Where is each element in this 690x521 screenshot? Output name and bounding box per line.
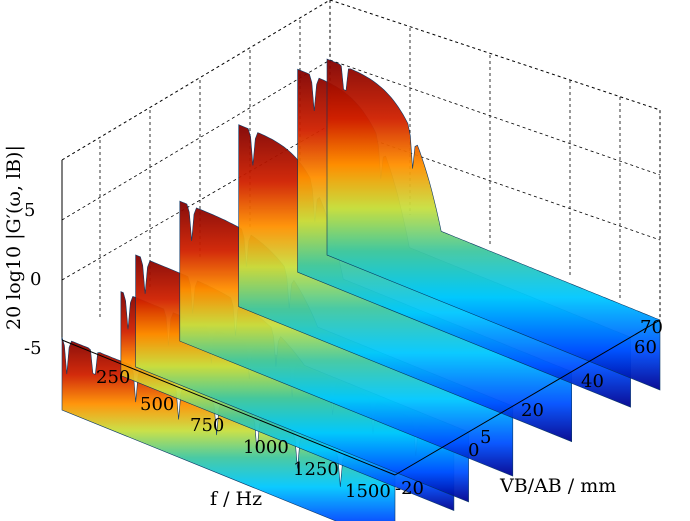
y-axis-label: VB/AB / mm xyxy=(499,475,616,497)
x-tick-label: 1000 xyxy=(243,437,289,458)
surface xyxy=(61,58,661,521)
axis-box-back xyxy=(61,0,661,340)
z-tick-label: 5 xyxy=(24,200,35,221)
x-tick-label: 750 xyxy=(190,415,224,436)
y-tick-label: 70 xyxy=(640,317,663,338)
x-axis-label: f / Hz xyxy=(210,488,262,510)
x-tick-label: 500 xyxy=(140,394,174,415)
x-tick-label: 1250 xyxy=(293,459,339,480)
y-ticks: -20 0 5 20 40 60 70 xyxy=(395,317,663,499)
z-tick-label: 0 xyxy=(30,269,41,290)
x-tick-label: 1500 xyxy=(345,481,391,502)
y-tick-label: 0 xyxy=(468,440,479,461)
x-ticks: 250 500 750 1000 1250 1500 xyxy=(96,367,391,502)
x-tick-label: 250 xyxy=(96,367,130,388)
y-tick-label: 5 xyxy=(480,427,491,448)
z-axis-label: 20 log10 |G′(ω, lB)| xyxy=(3,145,25,330)
y-tick-label: 20 xyxy=(521,400,544,421)
y-tick-label: 40 xyxy=(581,371,604,392)
surface-strip xyxy=(326,58,661,391)
y-tick-label: -20 xyxy=(395,478,424,499)
z-tick-label: -5 xyxy=(24,338,42,359)
z-ticks: 5 0 -5 xyxy=(24,200,42,359)
y-tick-label: 60 xyxy=(634,337,657,358)
axis-front xyxy=(61,319,661,476)
